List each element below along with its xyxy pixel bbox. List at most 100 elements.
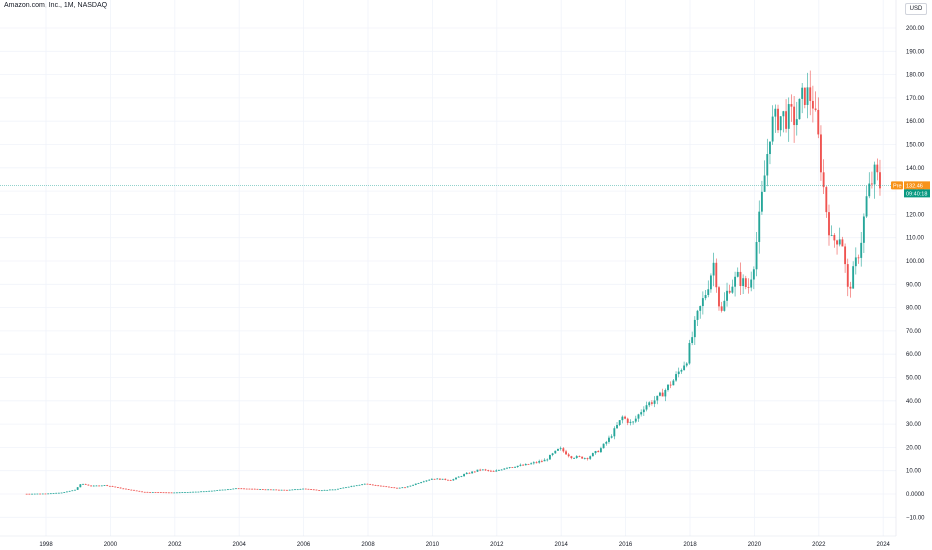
- candle-body: [731, 286, 734, 293]
- candle-body: [618, 420, 621, 425]
- candle-body: [744, 278, 747, 287]
- candle-body: [806, 87, 809, 105]
- candle-body: [55, 492, 58, 494]
- candle-body: [471, 471, 474, 474]
- candle-body: [355, 485, 358, 487]
- x-tick-label: 1998: [39, 542, 53, 548]
- candle-body: [565, 451, 567, 455]
- candle-body: [774, 108, 777, 117]
- last-price-tag: Pre 132.46 09:40:18: [891, 181, 930, 198]
- candle-body: [530, 463, 533, 465]
- candle-body: [589, 456, 592, 459]
- candle-body: [197, 491, 200, 493]
- candle-body: [621, 416, 624, 421]
- candle-body: [766, 154, 769, 176]
- candle-body: [613, 428, 616, 437]
- candle-body: [793, 106, 796, 126]
- y-tick-label: −10.00: [906, 515, 925, 521]
- candle-body: [33, 493, 36, 495]
- candle-body: [637, 414, 640, 419]
- candle-body: [328, 489, 331, 491]
- candle-body: [718, 287, 720, 307]
- candle-body: [165, 492, 168, 494]
- candle-body: [763, 175, 766, 192]
- candle-body: [476, 469, 479, 472]
- candle-body: [68, 490, 71, 492]
- candle-body: [406, 486, 409, 488]
- candle-body: [876, 164, 879, 173]
- candle-body: [653, 400, 656, 404]
- candle-body: [583, 457, 586, 459]
- candle-body: [599, 448, 602, 453]
- price-scale[interactable]: −10.00 0.0000 10.00 20.00 30.00 40.00 50.00 60.…: [906, 26, 925, 521]
- y-tick-label: 140.00: [906, 166, 925, 172]
- candle-body: [149, 492, 152, 493]
- candle-body: [49, 493, 52, 495]
- candle-body: [605, 441, 608, 444]
- candle-body: [696, 310, 699, 320]
- candle-body: [41, 493, 44, 495]
- candle-body: [361, 484, 364, 486]
- candle-body: [390, 487, 393, 489]
- candle-body: [634, 418, 637, 422]
- candle-body: [857, 257, 860, 259]
- candle-body: [701, 298, 704, 307]
- candle-body: [167, 492, 170, 494]
- candle-body: [508, 467, 511, 468]
- candle-body: [769, 141, 771, 155]
- x-tick-label: 2006: [297, 542, 311, 548]
- grid: [0, 0, 896, 536]
- y-tick-label: 160.00: [906, 119, 925, 125]
- candle-body: [575, 456, 578, 458]
- candle-body: [492, 470, 495, 472]
- candle-body: [484, 469, 487, 471]
- candle-body: [573, 457, 576, 459]
- candle-body: [750, 279, 753, 288]
- candle-body: [412, 484, 415, 486]
- candle-body: [63, 492, 66, 493]
- candle-body: [280, 489, 283, 491]
- candle-body: [358, 484, 361, 486]
- x-tick-label: 2004: [233, 542, 247, 548]
- candle-body: [532, 462, 535, 464]
- candle-body: [514, 466, 516, 468]
- candle-body: [548, 455, 551, 460]
- candle-body: [122, 488, 125, 490]
- candle-body: [404, 487, 406, 489]
- candle-body: [557, 448, 559, 451]
- candle-body: [489, 470, 492, 472]
- candle-body: [71, 490, 74, 492]
- x-tick-label: 2010: [426, 542, 440, 548]
- candle-body: [785, 111, 788, 129]
- candle-body: [642, 409, 645, 413]
- candle-body: [76, 487, 79, 490]
- candle-body: [133, 489, 135, 491]
- candle-body: [669, 384, 672, 386]
- candle-body: [210, 490, 213, 492]
- time-scale[interactable]: 1998 2000 2002 2004 2006 2008 2010 2012 2014 2016…: [39, 542, 890, 548]
- candle-body: [704, 295, 707, 299]
- candle-body: [591, 453, 594, 457]
- currency-button[interactable]: USD: [905, 3, 927, 15]
- y-tick-label: 50.00: [906, 376, 922, 382]
- candle-body: [366, 483, 369, 485]
- candle-body: [862, 216, 865, 243]
- candle-body: [841, 239, 844, 247]
- candle-body: [39, 493, 42, 495]
- candle-body: [218, 489, 221, 491]
- candle-body: [699, 306, 702, 311]
- candle-body: [119, 487, 122, 489]
- candle-body: [527, 464, 530, 465]
- candle-body: [675, 374, 677, 381]
- x-tick-label: 2014: [555, 542, 569, 548]
- candle-body: [736, 271, 739, 277]
- candle-body: [176, 492, 178, 494]
- candle-body: [44, 493, 47, 495]
- candle-body: [535, 462, 538, 464]
- candle-body: [779, 116, 782, 131]
- symbol-title: Amazon.com, Inc., 1M, NASDAQ: [4, 2, 108, 9]
- candle-body: [414, 483, 417, 485]
- candle-body: [202, 491, 205, 493]
- candle-body: [479, 469, 482, 471]
